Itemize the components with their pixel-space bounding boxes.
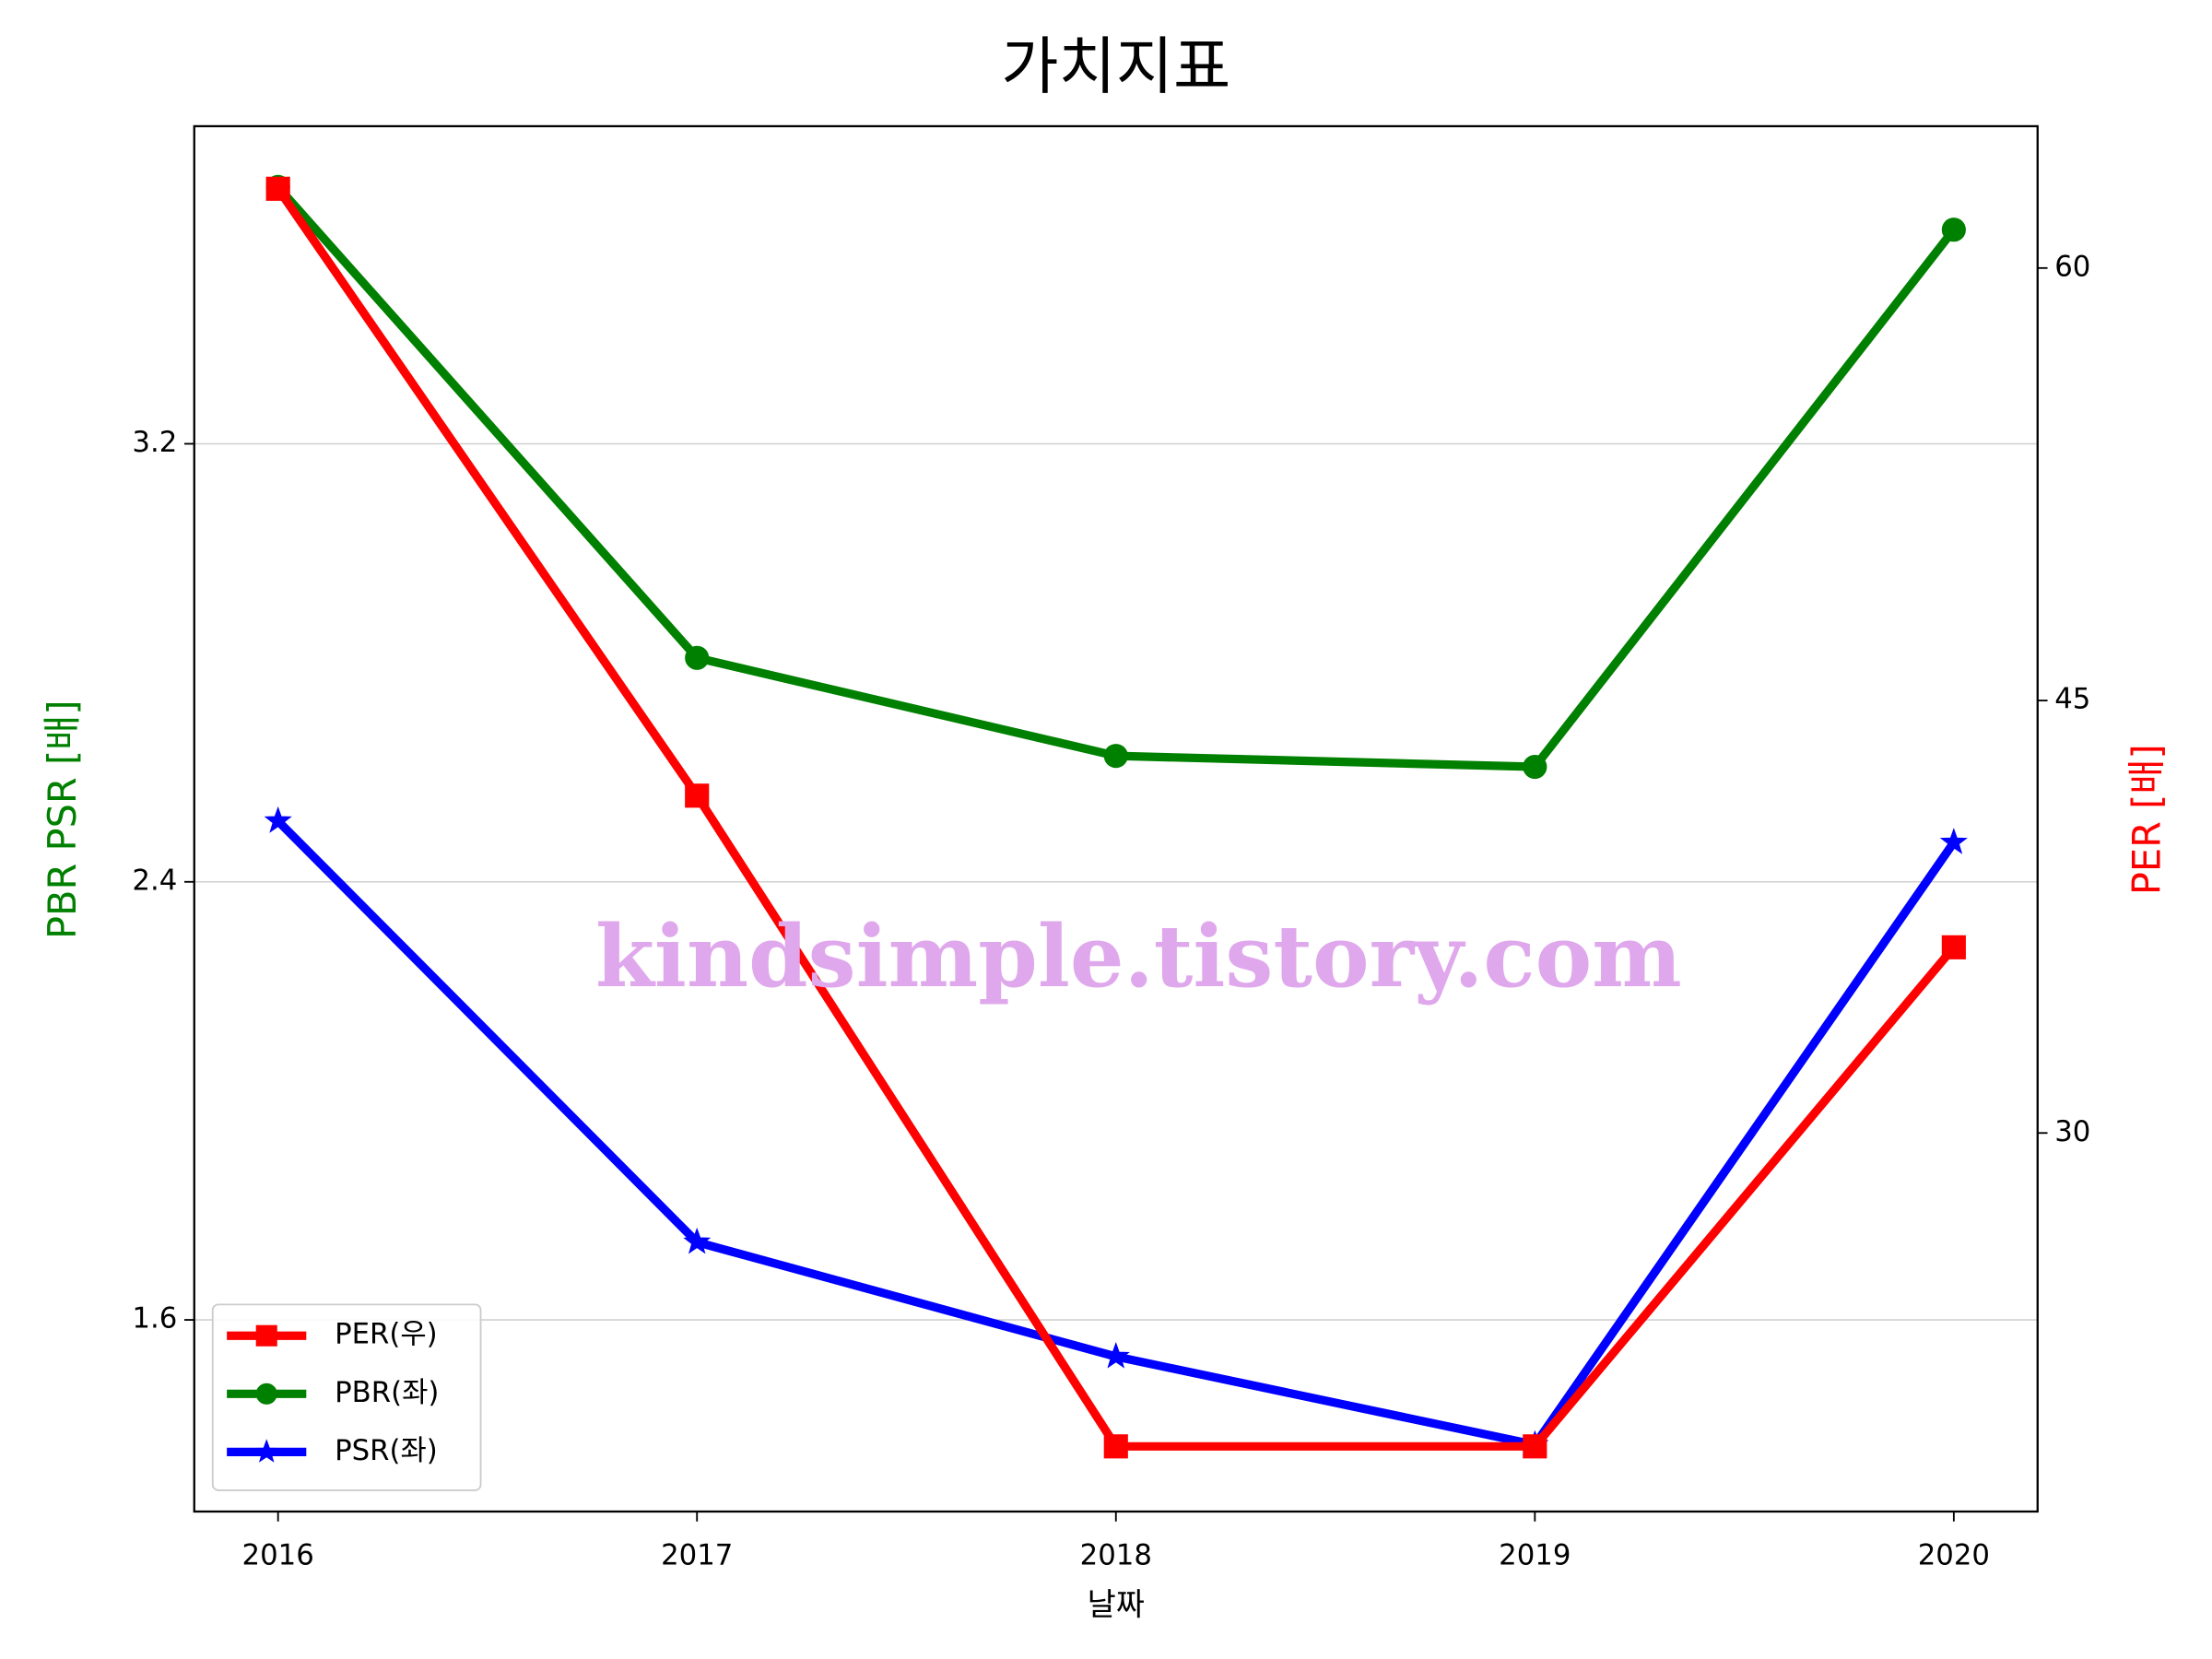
legend-label: PER(우): [335, 1318, 438, 1351]
marker: [1523, 1434, 1547, 1459]
legend: PER(우) PBR(좌) PSR(좌): [211, 1303, 482, 1491]
marker: [1939, 828, 1968, 854]
marker: [265, 176, 290, 201]
plot-frame: [193, 124, 2039, 1513]
watermark: kindsimple.tistory.com: [595, 906, 1682, 1006]
y-axis-label: PBR PSR [배]: [40, 700, 85, 939]
y-tick-label: 1.6: [132, 1302, 177, 1335]
marker: [264, 806, 292, 833]
marker: [255, 1324, 277, 1347]
chart-title: 가치지표: [1001, 29, 1230, 102]
x-tick-label: 2020: [1918, 1539, 1990, 1572]
marker: [1941, 218, 1966, 242]
marker: [253, 1439, 279, 1463]
y-tick-label: 3.2: [132, 426, 177, 459]
marker: [1103, 1434, 1128, 1459]
marker: [1103, 744, 1128, 769]
y2-tick-label: 45: [2054, 683, 2090, 716]
marker: [683, 1227, 712, 1254]
marker: [255, 1382, 277, 1405]
x-axis-label: 날짜: [1088, 1587, 1145, 1623]
marker: [1523, 754, 1547, 780]
marker: [685, 783, 710, 808]
marker: [1941, 935, 1966, 959]
x-tick-label: 2017: [661, 1539, 733, 1572]
y-tick-label: 2.4: [132, 864, 177, 897]
marker: [1101, 1342, 1130, 1369]
x-tick-label: 2018: [1080, 1539, 1152, 1572]
x-tick-label: 2019: [1499, 1539, 1571, 1572]
y2-tick-label: 30: [2054, 1115, 2090, 1148]
legend-label: PSR(좌): [335, 1434, 438, 1467]
marker: [685, 645, 710, 670]
y2-axis-label: PER [배]: [2124, 744, 2169, 895]
legend-label: PBR(좌): [335, 1376, 439, 1409]
x-tick-label: 2016: [242, 1539, 314, 1572]
legend-box: [211, 1303, 482, 1491]
y2-tick-label: 60: [2054, 250, 2090, 283]
